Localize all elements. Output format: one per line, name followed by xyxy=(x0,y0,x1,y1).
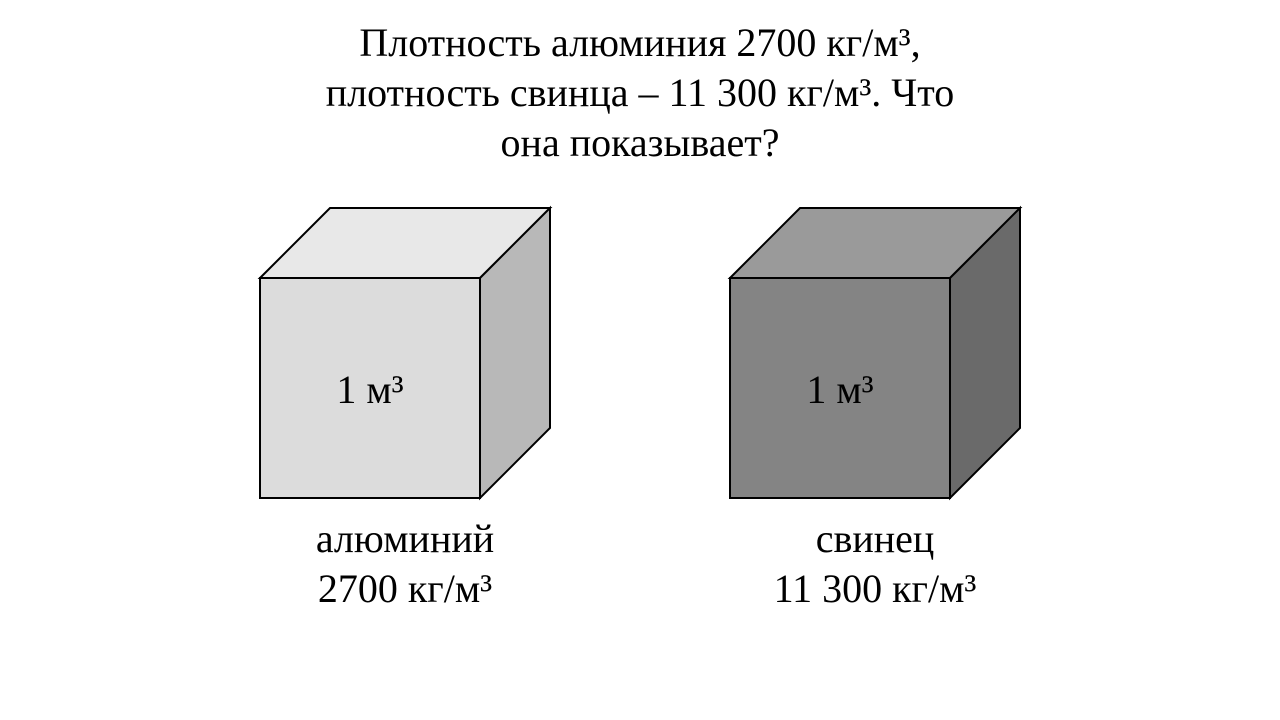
title-text: Плотность алюминия 2700 кг/м³, плотность… xyxy=(0,0,1280,168)
cube-aluminium-svg: 1 м³ xyxy=(250,198,560,508)
cube-lead-svg: 1 м³ xyxy=(720,198,1030,508)
cube-lead: 1 м³ свинец 11 300 кг/м³ xyxy=(720,198,1030,614)
density-label-aluminium: 2700 кг/м³ xyxy=(318,564,492,614)
title-line-1: Плотность алюминия 2700 кг/м³, xyxy=(359,20,920,65)
cube-volume-label: 1 м³ xyxy=(806,367,873,412)
title-line-3: она показывает? xyxy=(501,120,780,165)
title-line-2: плотность свинца – 11 300 кг/м³. Что xyxy=(326,70,955,115)
cubes-container: 1 м³ алюминий 2700 кг/м³ 1 м³ свинец 11 … xyxy=(0,198,1280,614)
cube-volume-label: 1 м³ xyxy=(336,367,403,412)
cube-aluminium: 1 м³ алюминий 2700 кг/м³ xyxy=(250,198,560,614)
material-label-aluminium: алюминий xyxy=(316,514,494,564)
density-label-lead: 11 300 кг/м³ xyxy=(774,564,977,614)
material-label-lead: свинец xyxy=(816,514,935,564)
